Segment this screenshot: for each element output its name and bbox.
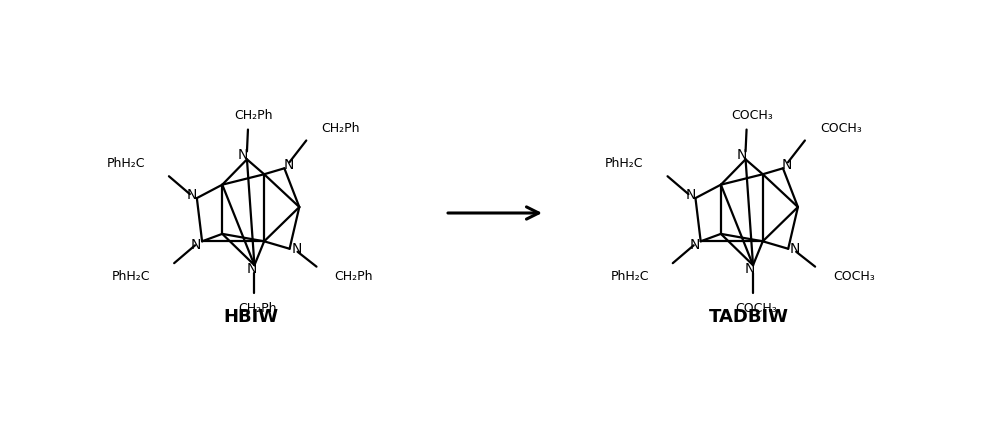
Text: PhH₂C: PhH₂C: [106, 157, 145, 170]
Text: CH₂Ph: CH₂Ph: [334, 270, 373, 283]
Text: CH₂Ph: CH₂Ph: [321, 122, 360, 135]
Text: PhH₂C: PhH₂C: [112, 270, 150, 282]
Text: CH₂Ph: CH₂Ph: [238, 302, 277, 315]
Text: COCH₃: COCH₃: [820, 122, 862, 135]
Text: CH₂Ph: CH₂Ph: [235, 109, 273, 122]
Text: N: N: [187, 188, 197, 202]
Text: N: N: [238, 148, 248, 162]
Text: N: N: [790, 242, 800, 256]
Text: TADBIW: TADBIW: [709, 308, 789, 326]
Text: PhH₂C: PhH₂C: [605, 157, 644, 170]
Text: N: N: [246, 262, 257, 276]
Text: N: N: [782, 158, 792, 172]
Text: COCH₃: COCH₃: [735, 302, 777, 315]
Text: N: N: [283, 158, 294, 172]
Text: N: N: [191, 238, 201, 252]
Text: N: N: [745, 262, 755, 276]
Text: N: N: [291, 242, 302, 256]
Text: HBIW: HBIW: [223, 308, 278, 326]
Text: N: N: [690, 238, 700, 252]
Text: N: N: [685, 188, 696, 202]
Text: COCH₃: COCH₃: [833, 270, 875, 283]
Text: N: N: [736, 148, 747, 162]
Text: COCH₃: COCH₃: [732, 109, 773, 122]
Text: PhH₂C: PhH₂C: [610, 270, 649, 282]
